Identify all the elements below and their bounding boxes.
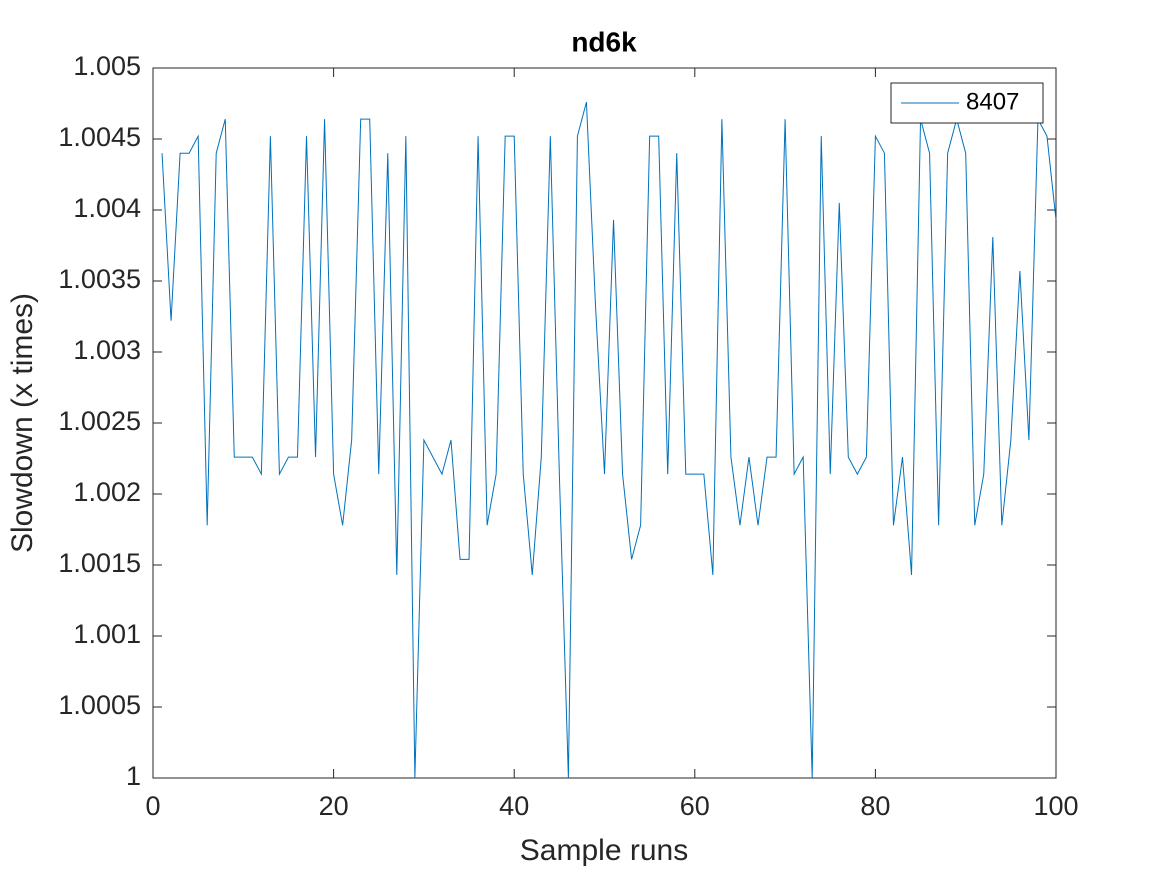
x-axis-label: Sample runs bbox=[520, 834, 688, 867]
y-tick-label: 1.001 bbox=[73, 619, 141, 649]
x-tick-label: 60 bbox=[680, 791, 710, 821]
y-tick-label: 1.0005 bbox=[58, 690, 141, 720]
x-tick-label: 0 bbox=[145, 791, 160, 821]
y-tick-label: 1.002 bbox=[73, 477, 141, 507]
chart-title: nd6k bbox=[571, 26, 637, 57]
y-axis-label: Slowdown (x times) bbox=[6, 293, 39, 553]
x-tick-label: 80 bbox=[860, 791, 890, 821]
y-tick-label: 1.0045 bbox=[58, 122, 141, 152]
legend-label: 8407 bbox=[966, 88, 1019, 115]
y-tick-label: 1.0035 bbox=[58, 264, 141, 294]
plot-area bbox=[152, 67, 1057, 779]
data-line bbox=[161, 101, 1057, 779]
x-tick-label: 20 bbox=[319, 791, 349, 821]
y-tick-label: 1.0015 bbox=[58, 548, 141, 578]
y-tick-label: 1.003 bbox=[73, 335, 141, 365]
y-tick-label: 1 bbox=[126, 761, 141, 791]
y-tick-label: 1.004 bbox=[73, 193, 141, 223]
y-tick-label: 1.0025 bbox=[58, 406, 141, 436]
y-tick-label: 1.005 bbox=[73, 51, 141, 81]
x-tick-label: 100 bbox=[1033, 791, 1078, 821]
x-tick-label: 40 bbox=[499, 791, 529, 821]
